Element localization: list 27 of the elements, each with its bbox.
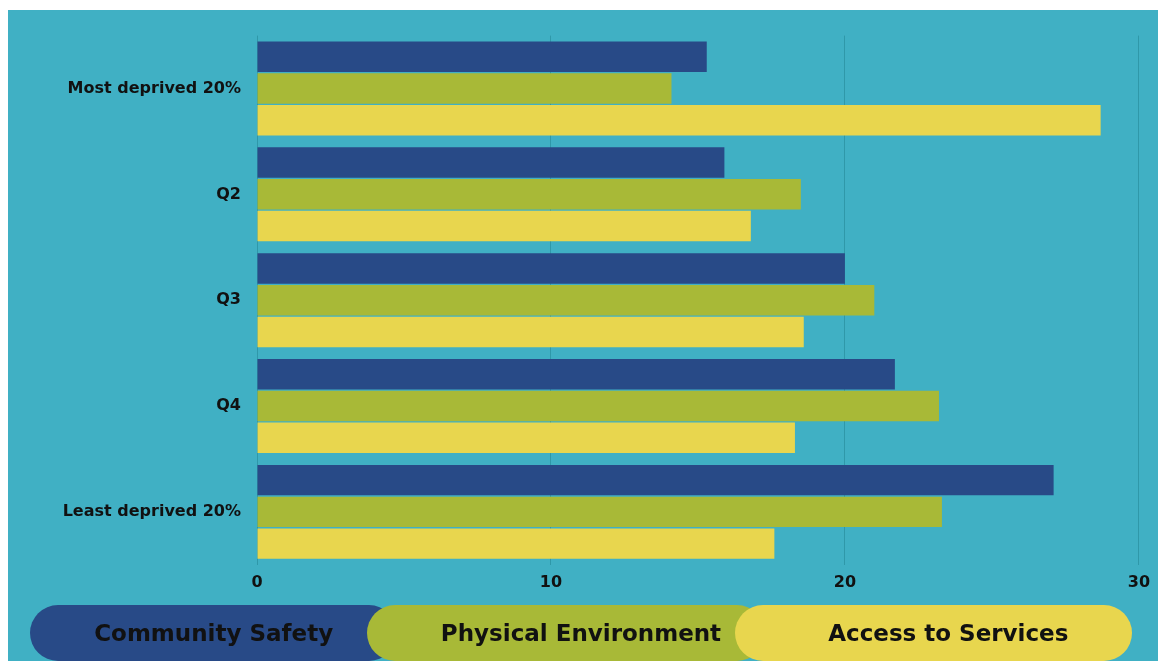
bar	[257, 147, 725, 178]
text: Physical Environment	[367, 605, 765, 661]
x-tick-label: 10	[539, 571, 563, 591]
bar	[257, 496, 942, 528]
bar	[257, 464, 1054, 496]
text: Access to Services	[734, 605, 1132, 661]
bar	[257, 359, 895, 390]
bar	[257, 105, 1101, 136]
bar	[257, 210, 751, 242]
x-tick-label: 30	[1127, 571, 1150, 591]
bar	[257, 284, 875, 316]
y-tick-label: Q2	[216, 183, 241, 203]
y-tick-label: Q3	[216, 289, 241, 309]
text: Community Safety	[30, 605, 398, 661]
bar	[257, 422, 795, 454]
bar	[257, 73, 672, 104]
x-tick-label: 0	[251, 571, 263, 591]
x-tick-label: 20	[833, 571, 857, 591]
bar	[257, 253, 845, 284]
y-tick-label: Least deprived 20%	[62, 501, 241, 521]
bar	[257, 316, 804, 348]
y-tick-label: Most deprived 20%	[67, 77, 241, 97]
y-tick-label: Q4	[216, 395, 241, 415]
bar	[257, 41, 707, 73]
bar	[257, 390, 939, 422]
bar	[257, 528, 775, 559]
bar	[257, 179, 801, 210]
